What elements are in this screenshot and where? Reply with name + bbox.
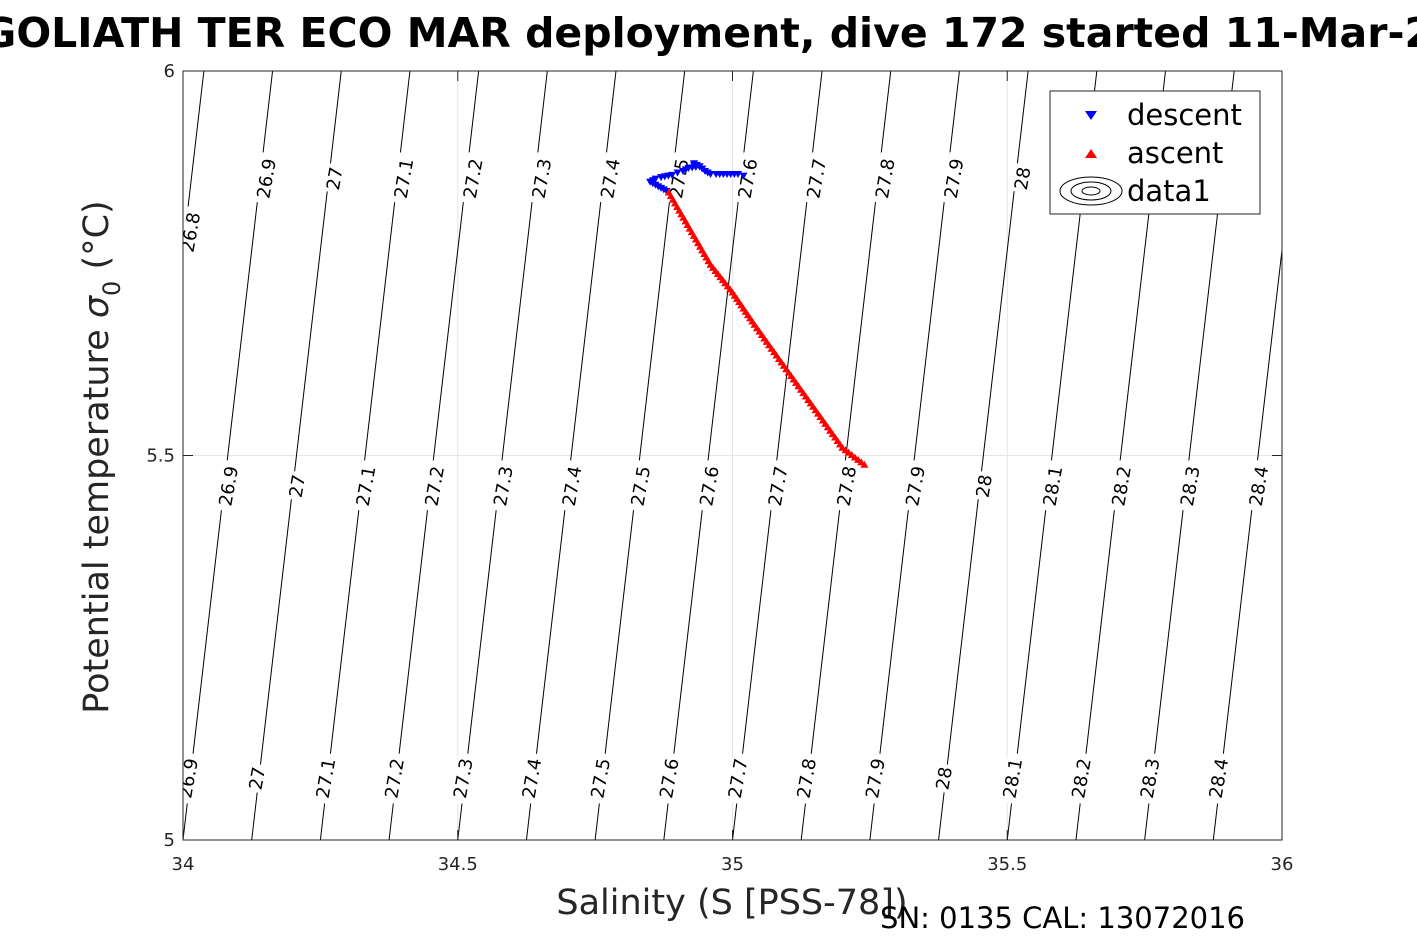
y-axis-label-prefix: Potential temperature bbox=[77, 318, 117, 714]
contour-label-background bbox=[902, 459, 931, 513]
contour-label-background bbox=[286, 470, 311, 502]
contour-label-background bbox=[450, 752, 479, 805]
contour-label: 28 bbox=[972, 473, 997, 499]
y-axis-label-suffix: (°C) bbox=[77, 200, 117, 280]
chart-title: SG? GOLIATH TER ECO MAR deployment, dive… bbox=[0, 9, 1417, 57]
contour-label-background bbox=[1137, 752, 1166, 805]
descent-point bbox=[712, 171, 721, 179]
contour-label-background bbox=[862, 752, 891, 805]
contour-line bbox=[938, 71, 1029, 840]
legend-data1-label: data1 bbox=[1127, 174, 1211, 208]
contour-label-background bbox=[833, 459, 863, 513]
x-tick-label: 35.5 bbox=[987, 854, 1027, 875]
y-axis-label: Potential temperature σ0 (°C) bbox=[77, 200, 126, 713]
contour-label-background bbox=[724, 752, 754, 805]
contour-label-background bbox=[381, 752, 410, 805]
descent-point bbox=[673, 169, 682, 177]
legend-contour-icon bbox=[1059, 176, 1123, 206]
x-tick-label: 36 bbox=[1271, 854, 1294, 875]
x-tick-label: 34 bbox=[172, 854, 195, 875]
density-contour-labels: 26.826.9 27 27.1 27.2 27.3 27.4 27.5 27.6 27.7 27… bbox=[177, 152, 1275, 805]
contour-label-background bbox=[1039, 459, 1069, 513]
contour-label-background bbox=[597, 152, 626, 206]
contour-label: 27 bbox=[323, 165, 348, 191]
grid bbox=[183, 71, 1282, 840]
x-tick-label: 35 bbox=[721, 854, 744, 875]
contour-label-background bbox=[1068, 752, 1097, 805]
legend: descent ascent data1 bbox=[1049, 90, 1261, 215]
contour-label-background bbox=[872, 152, 901, 206]
y-axis-label-sub: 0 bbox=[98, 281, 126, 296]
contour-label-background bbox=[352, 459, 382, 513]
contour-label-background bbox=[696, 459, 725, 513]
contour-label: 27 bbox=[286, 473, 311, 499]
contour-label-background bbox=[183, 206, 206, 259]
contour-label-background bbox=[323, 163, 349, 195]
contour-label-background bbox=[972, 470, 998, 502]
contour-label-background bbox=[421, 459, 450, 513]
series-ascent bbox=[664, 188, 869, 468]
x-axis-label: Salinity (S [PSS-78]) bbox=[556, 883, 907, 923]
contour-label-background bbox=[1205, 752, 1235, 805]
contour-label-background bbox=[932, 762, 958, 795]
x-tick-label: 34.5 bbox=[438, 854, 478, 875]
contour-label-background bbox=[1011, 163, 1037, 195]
contour-line bbox=[251, 71, 342, 840]
legend-ascent-marker bbox=[1085, 149, 1097, 158]
axis-ticks: 34 34.5 35 35.5 36 5 5.5 6 bbox=[146, 61, 1293, 875]
contour-label-background bbox=[312, 752, 342, 805]
y-tick-label: 5 bbox=[164, 830, 175, 851]
contour-label-background bbox=[765, 459, 794, 513]
contour-label-background bbox=[734, 152, 764, 206]
series-descent bbox=[646, 160, 748, 195]
data-series bbox=[646, 160, 869, 468]
serial-calibration-footer: SN: 0135 CAL: 13072016 bbox=[880, 901, 1245, 935]
contour-label-background bbox=[253, 152, 282, 206]
descent-point bbox=[739, 172, 748, 180]
contour-label-background bbox=[627, 459, 657, 513]
contour-label: 26.8 bbox=[177, 211, 205, 254]
contour-label: 28 bbox=[1011, 165, 1036, 191]
contour-label-background bbox=[1177, 459, 1206, 513]
contour-label-background bbox=[999, 752, 1029, 805]
contour-label-background bbox=[460, 152, 489, 206]
contour-label-background bbox=[656, 752, 685, 805]
contour-label-background bbox=[1108, 459, 1137, 513]
y-tick-label: 5.5 bbox=[146, 446, 175, 467]
legend-ascent-label: ascent bbox=[1127, 136, 1223, 170]
contour-label-background bbox=[558, 459, 588, 513]
contour-label-background bbox=[803, 152, 832, 206]
contour-label-background bbox=[390, 152, 420, 206]
contour-line bbox=[1212, 245, 1282, 840]
contour-label-background bbox=[183, 752, 204, 805]
contour-label: 28 bbox=[932, 765, 957, 791]
y-axis-label-sigma: σ bbox=[77, 294, 117, 318]
contour-label-background bbox=[1245, 459, 1275, 513]
legend-descent-marker bbox=[1085, 111, 1097, 120]
y-tick-label: 6 bbox=[164, 61, 175, 82]
contour-label-background bbox=[246, 762, 271, 795]
contour-label-background bbox=[940, 152, 970, 206]
contour-label-background bbox=[528, 152, 558, 206]
contour-line bbox=[183, 71, 205, 255]
contour-label-background bbox=[793, 752, 822, 805]
ascent-point bbox=[860, 460, 869, 468]
contour-label-background bbox=[587, 752, 616, 805]
contour-label-background bbox=[490, 459, 519, 513]
contour-label-background bbox=[518, 752, 548, 805]
contour-label-background bbox=[215, 459, 244, 513]
contour-label: 27 bbox=[245, 765, 270, 791]
legend-descent-label: descent bbox=[1127, 98, 1242, 132]
